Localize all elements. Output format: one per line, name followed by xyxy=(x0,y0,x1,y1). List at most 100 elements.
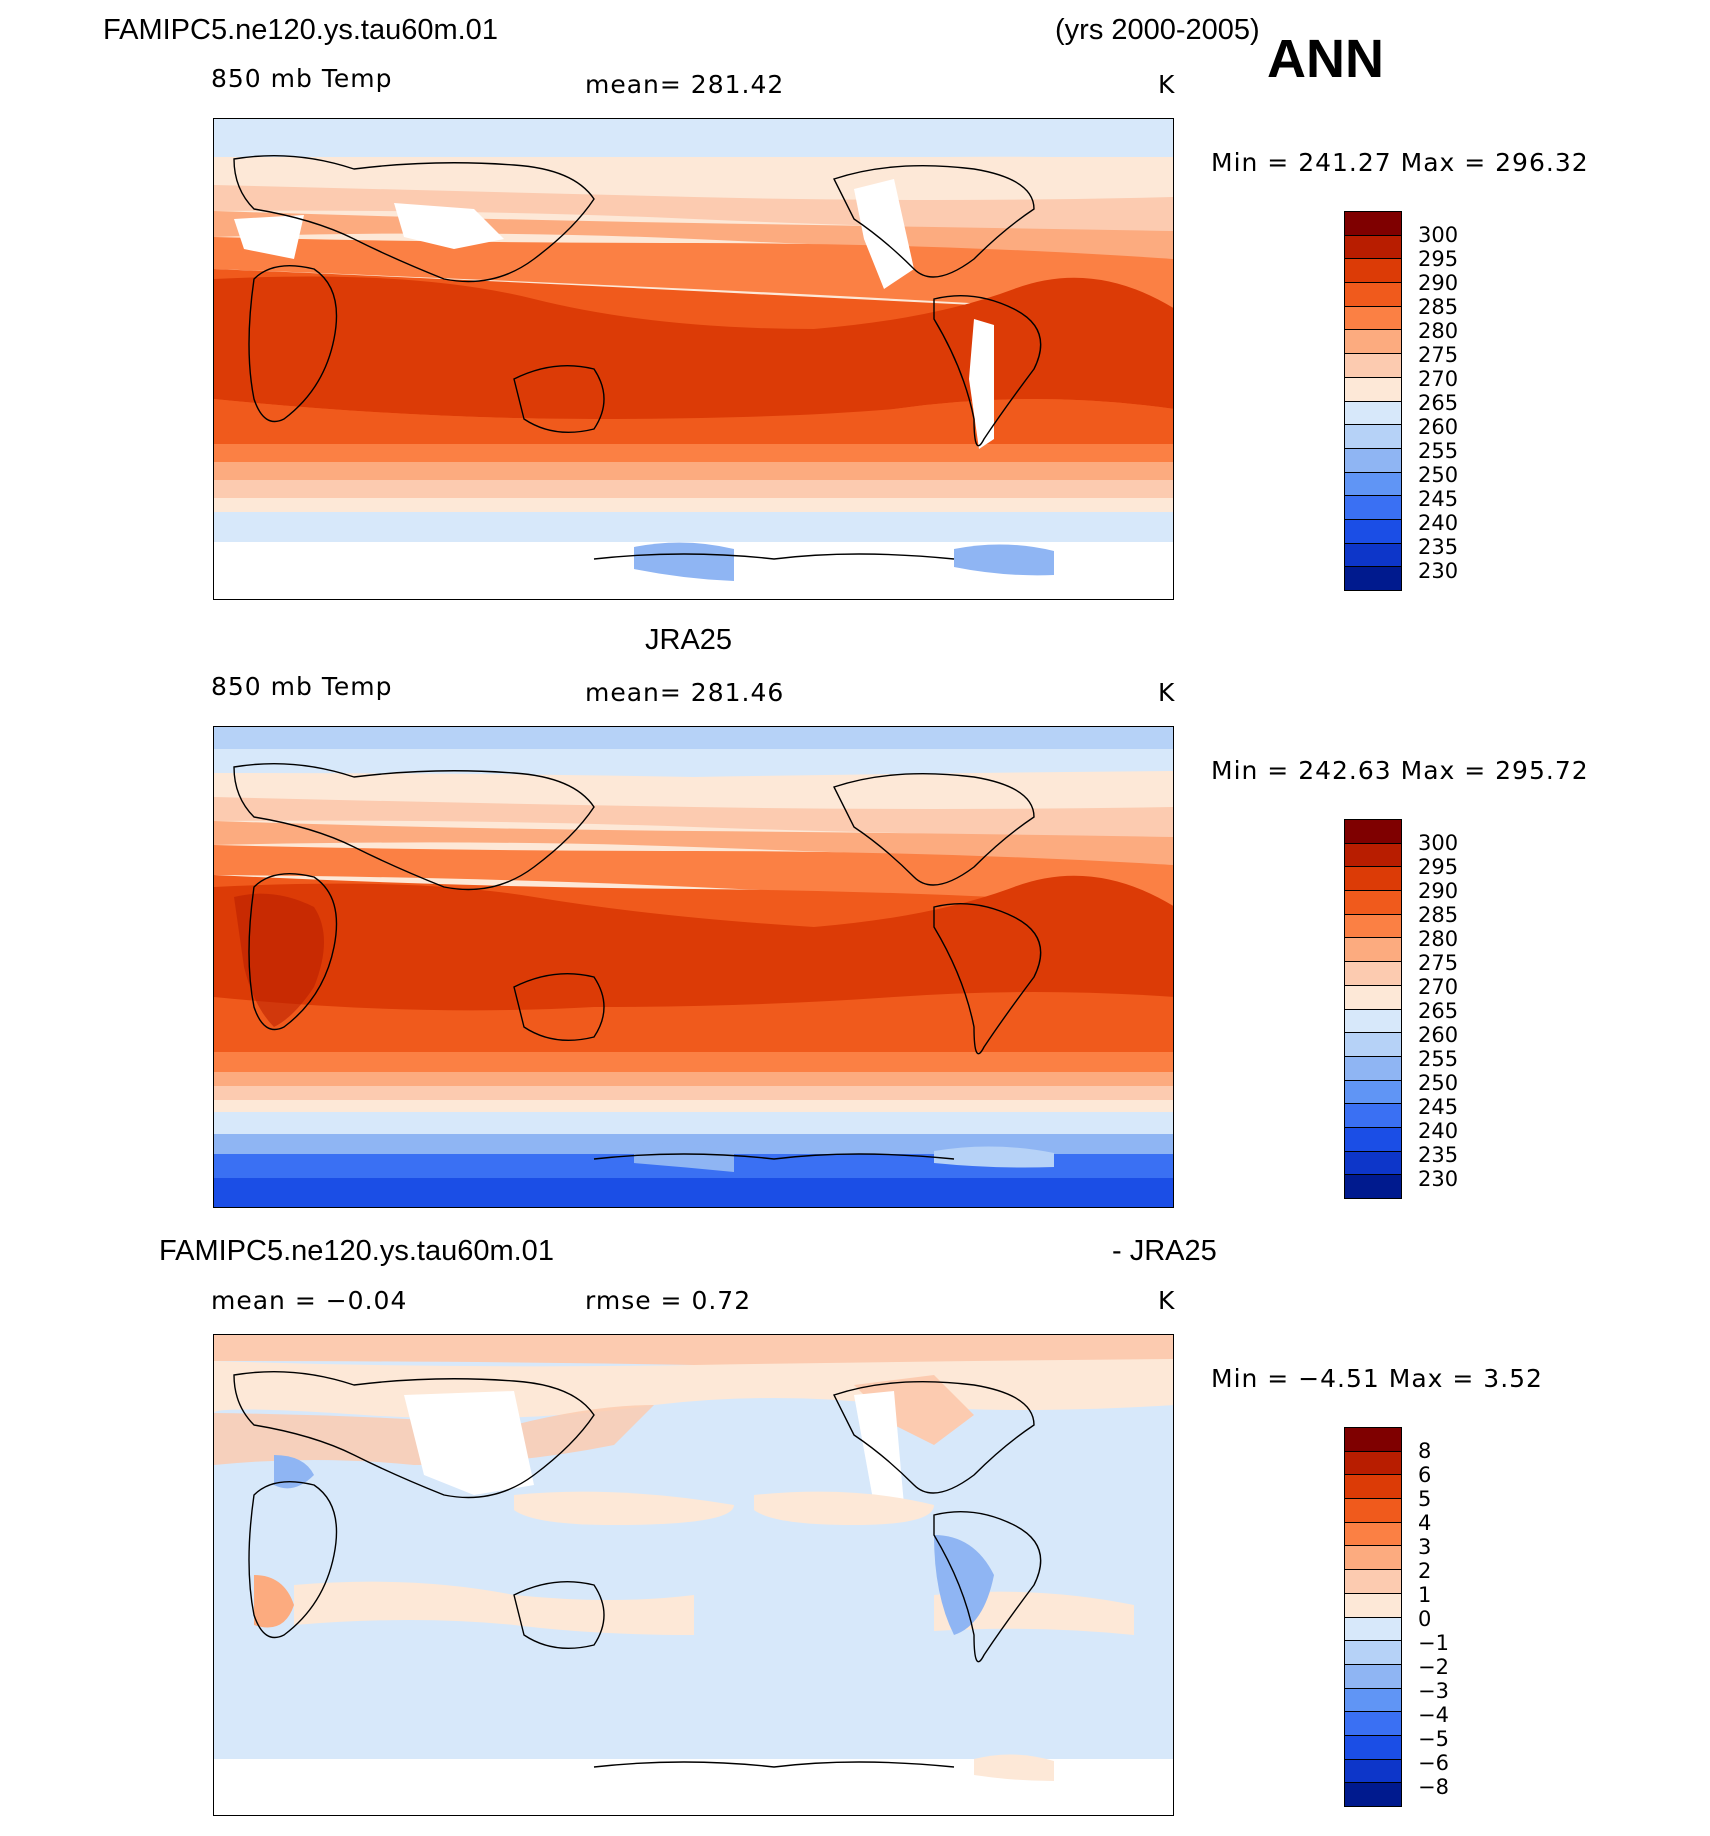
colorbar-swatch xyxy=(1345,1475,1401,1500)
colorbar-tick-label: −2 xyxy=(1418,1655,1449,1679)
colorbar-swatch xyxy=(1345,867,1401,892)
colorbar-swatch xyxy=(1345,1783,1401,1806)
colorbar-swatch xyxy=(1345,820,1401,844)
colorbar-tick-label: 250 xyxy=(1418,463,1459,487)
colorbar-tick-label: −5 xyxy=(1418,1727,1449,1751)
colorbar-swatch xyxy=(1345,496,1401,520)
colorbar-swatch xyxy=(1345,1617,1401,1642)
colorbar-swatch xyxy=(1345,283,1401,307)
panel-model-variable-label: 850 mb Temp xyxy=(211,64,393,93)
colorbar-tick-label: −3 xyxy=(1418,1679,1449,1703)
colorbar-tick-label: 8 xyxy=(1418,1439,1432,1463)
panel-obs-title: JRA25 xyxy=(645,624,733,656)
colorbar-swatch xyxy=(1345,212,1401,236)
colorbar-tick-label: 245 xyxy=(1418,487,1459,511)
colorbar-tick-label: 245 xyxy=(1418,1095,1459,1119)
colorbar-tick-label: 265 xyxy=(1418,391,1459,415)
colorbar-tick-label: 290 xyxy=(1418,271,1459,295)
colorbar-tick-label: 295 xyxy=(1418,247,1459,271)
colorbar-swatch xyxy=(1345,1056,1401,1081)
colorbar-tick-label: 3 xyxy=(1418,1535,1432,1559)
colorbar-tick-label: 260 xyxy=(1418,415,1459,439)
colorbar-tick-label: 275 xyxy=(1418,343,1459,367)
panel-obs-map xyxy=(213,726,1174,1208)
colorbar-tick-label: 230 xyxy=(1418,559,1459,583)
colorbar-tick-label: 235 xyxy=(1418,1143,1459,1167)
colorbar-swatch xyxy=(1345,472,1401,497)
colorbar-tick-label: 255 xyxy=(1418,1047,1459,1071)
panel-obs-units-label: K xyxy=(1158,678,1176,707)
panel-diff-minmax-label: Min = −4.51 Max = 3.52 xyxy=(1211,1364,1543,1393)
colorbar-swatch xyxy=(1345,938,1401,963)
colorbar-tick-label: 240 xyxy=(1418,1119,1459,1143)
case-title: FAMIPC5.ne120.ys.tau60m.01 xyxy=(103,14,498,46)
years-label: (yrs 2000-2005) xyxy=(1055,14,1260,46)
colorbar-tick-label: −8 xyxy=(1418,1775,1449,1799)
panel-model-units-label: K xyxy=(1158,70,1176,99)
colorbar-swatch xyxy=(1345,1664,1401,1689)
panel-diff-mean-label: mean = −0.04 xyxy=(211,1286,408,1315)
colorbar-swatch xyxy=(1345,354,1401,378)
colorbar-swatch xyxy=(1345,259,1401,284)
panel-diff-title-right: - JRA25 xyxy=(1112,1235,1217,1267)
panel-diff-map xyxy=(213,1334,1174,1816)
colorbar-tick-label: 2 xyxy=(1418,1559,1432,1583)
colorbar-tick-label: 250 xyxy=(1418,1071,1459,1095)
colorbar-swatch xyxy=(1345,1451,1401,1476)
panel-diff-rmse-label: rmse = 0.72 xyxy=(585,1286,752,1315)
colorbar-swatch xyxy=(1345,519,1401,544)
colorbar-tick-label: 1 xyxy=(1418,1583,1432,1607)
panel-model-colorbar xyxy=(1344,211,1402,591)
colorbar-tick-label: 280 xyxy=(1418,319,1459,343)
panel-model-contour-field xyxy=(214,119,1173,599)
panel-model-map xyxy=(213,118,1174,600)
colorbar-tick-label: 255 xyxy=(1418,439,1459,463)
colorbar-swatch xyxy=(1345,843,1401,868)
colorbar-tick-label: 290 xyxy=(1418,879,1459,903)
colorbar-swatch xyxy=(1345,306,1401,331)
colorbar-swatch xyxy=(1345,1688,1401,1713)
colorbar-swatch xyxy=(1345,1522,1401,1547)
colorbar-swatch xyxy=(1345,891,1401,915)
colorbar-tick-label: 265 xyxy=(1418,999,1459,1023)
colorbar-tick-label: 235 xyxy=(1418,535,1459,559)
panel-obs-contour-field xyxy=(214,727,1173,1207)
panel-obs-mean-label: mean= 281.46 xyxy=(585,678,785,707)
colorbar-swatch xyxy=(1345,1641,1401,1665)
season-label: ANN xyxy=(1267,29,1384,89)
colorbar-swatch xyxy=(1345,1175,1401,1198)
colorbar-swatch xyxy=(1345,1151,1401,1176)
colorbar-tick-label: 300 xyxy=(1418,223,1459,247)
colorbar-swatch xyxy=(1345,401,1401,426)
colorbar-swatch xyxy=(1345,1570,1401,1594)
colorbar-swatch xyxy=(1345,1033,1401,1057)
colorbar-swatch xyxy=(1345,1759,1401,1784)
panel-obs-variable-label: 850 mb Temp xyxy=(211,672,393,701)
colorbar-tick-label: −4 xyxy=(1418,1703,1449,1727)
colorbar-swatch xyxy=(1345,1712,1401,1736)
colorbar-tick-label: 270 xyxy=(1418,975,1459,999)
colorbar-swatch xyxy=(1345,425,1401,449)
panel-model-minmax-label: Min = 241.27 Max = 296.32 xyxy=(1211,148,1589,177)
colorbar-swatch xyxy=(1345,235,1401,260)
colorbar-tick-label: 0 xyxy=(1418,1607,1432,1631)
panel-diff-colorbar xyxy=(1344,1427,1402,1807)
colorbar-swatch xyxy=(1345,1080,1401,1105)
colorbar-tick-label: 300 xyxy=(1418,831,1459,855)
colorbar-tick-label: 270 xyxy=(1418,367,1459,391)
colorbar-tick-label: −1 xyxy=(1418,1631,1449,1655)
colorbar-tick-label: 5 xyxy=(1418,1487,1432,1511)
colorbar-swatch xyxy=(1345,543,1401,568)
colorbar-swatch xyxy=(1345,1593,1401,1618)
colorbar-swatch xyxy=(1345,330,1401,355)
colorbar-swatch xyxy=(1345,1009,1401,1034)
panel-diff-units-label: K xyxy=(1158,1286,1176,1315)
colorbar-swatch xyxy=(1345,448,1401,473)
panel-diff-contour-field xyxy=(214,1335,1173,1815)
colorbar-tick-label: 260 xyxy=(1418,1023,1459,1047)
colorbar-tick-label: 275 xyxy=(1418,951,1459,975)
colorbar-tick-label: −6 xyxy=(1418,1751,1449,1775)
panel-model-mean-label: mean= 281.42 xyxy=(585,70,785,99)
colorbar-swatch xyxy=(1345,1735,1401,1760)
panel-obs-minmax-label: Min = 242.63 Max = 295.72 xyxy=(1211,756,1589,785)
